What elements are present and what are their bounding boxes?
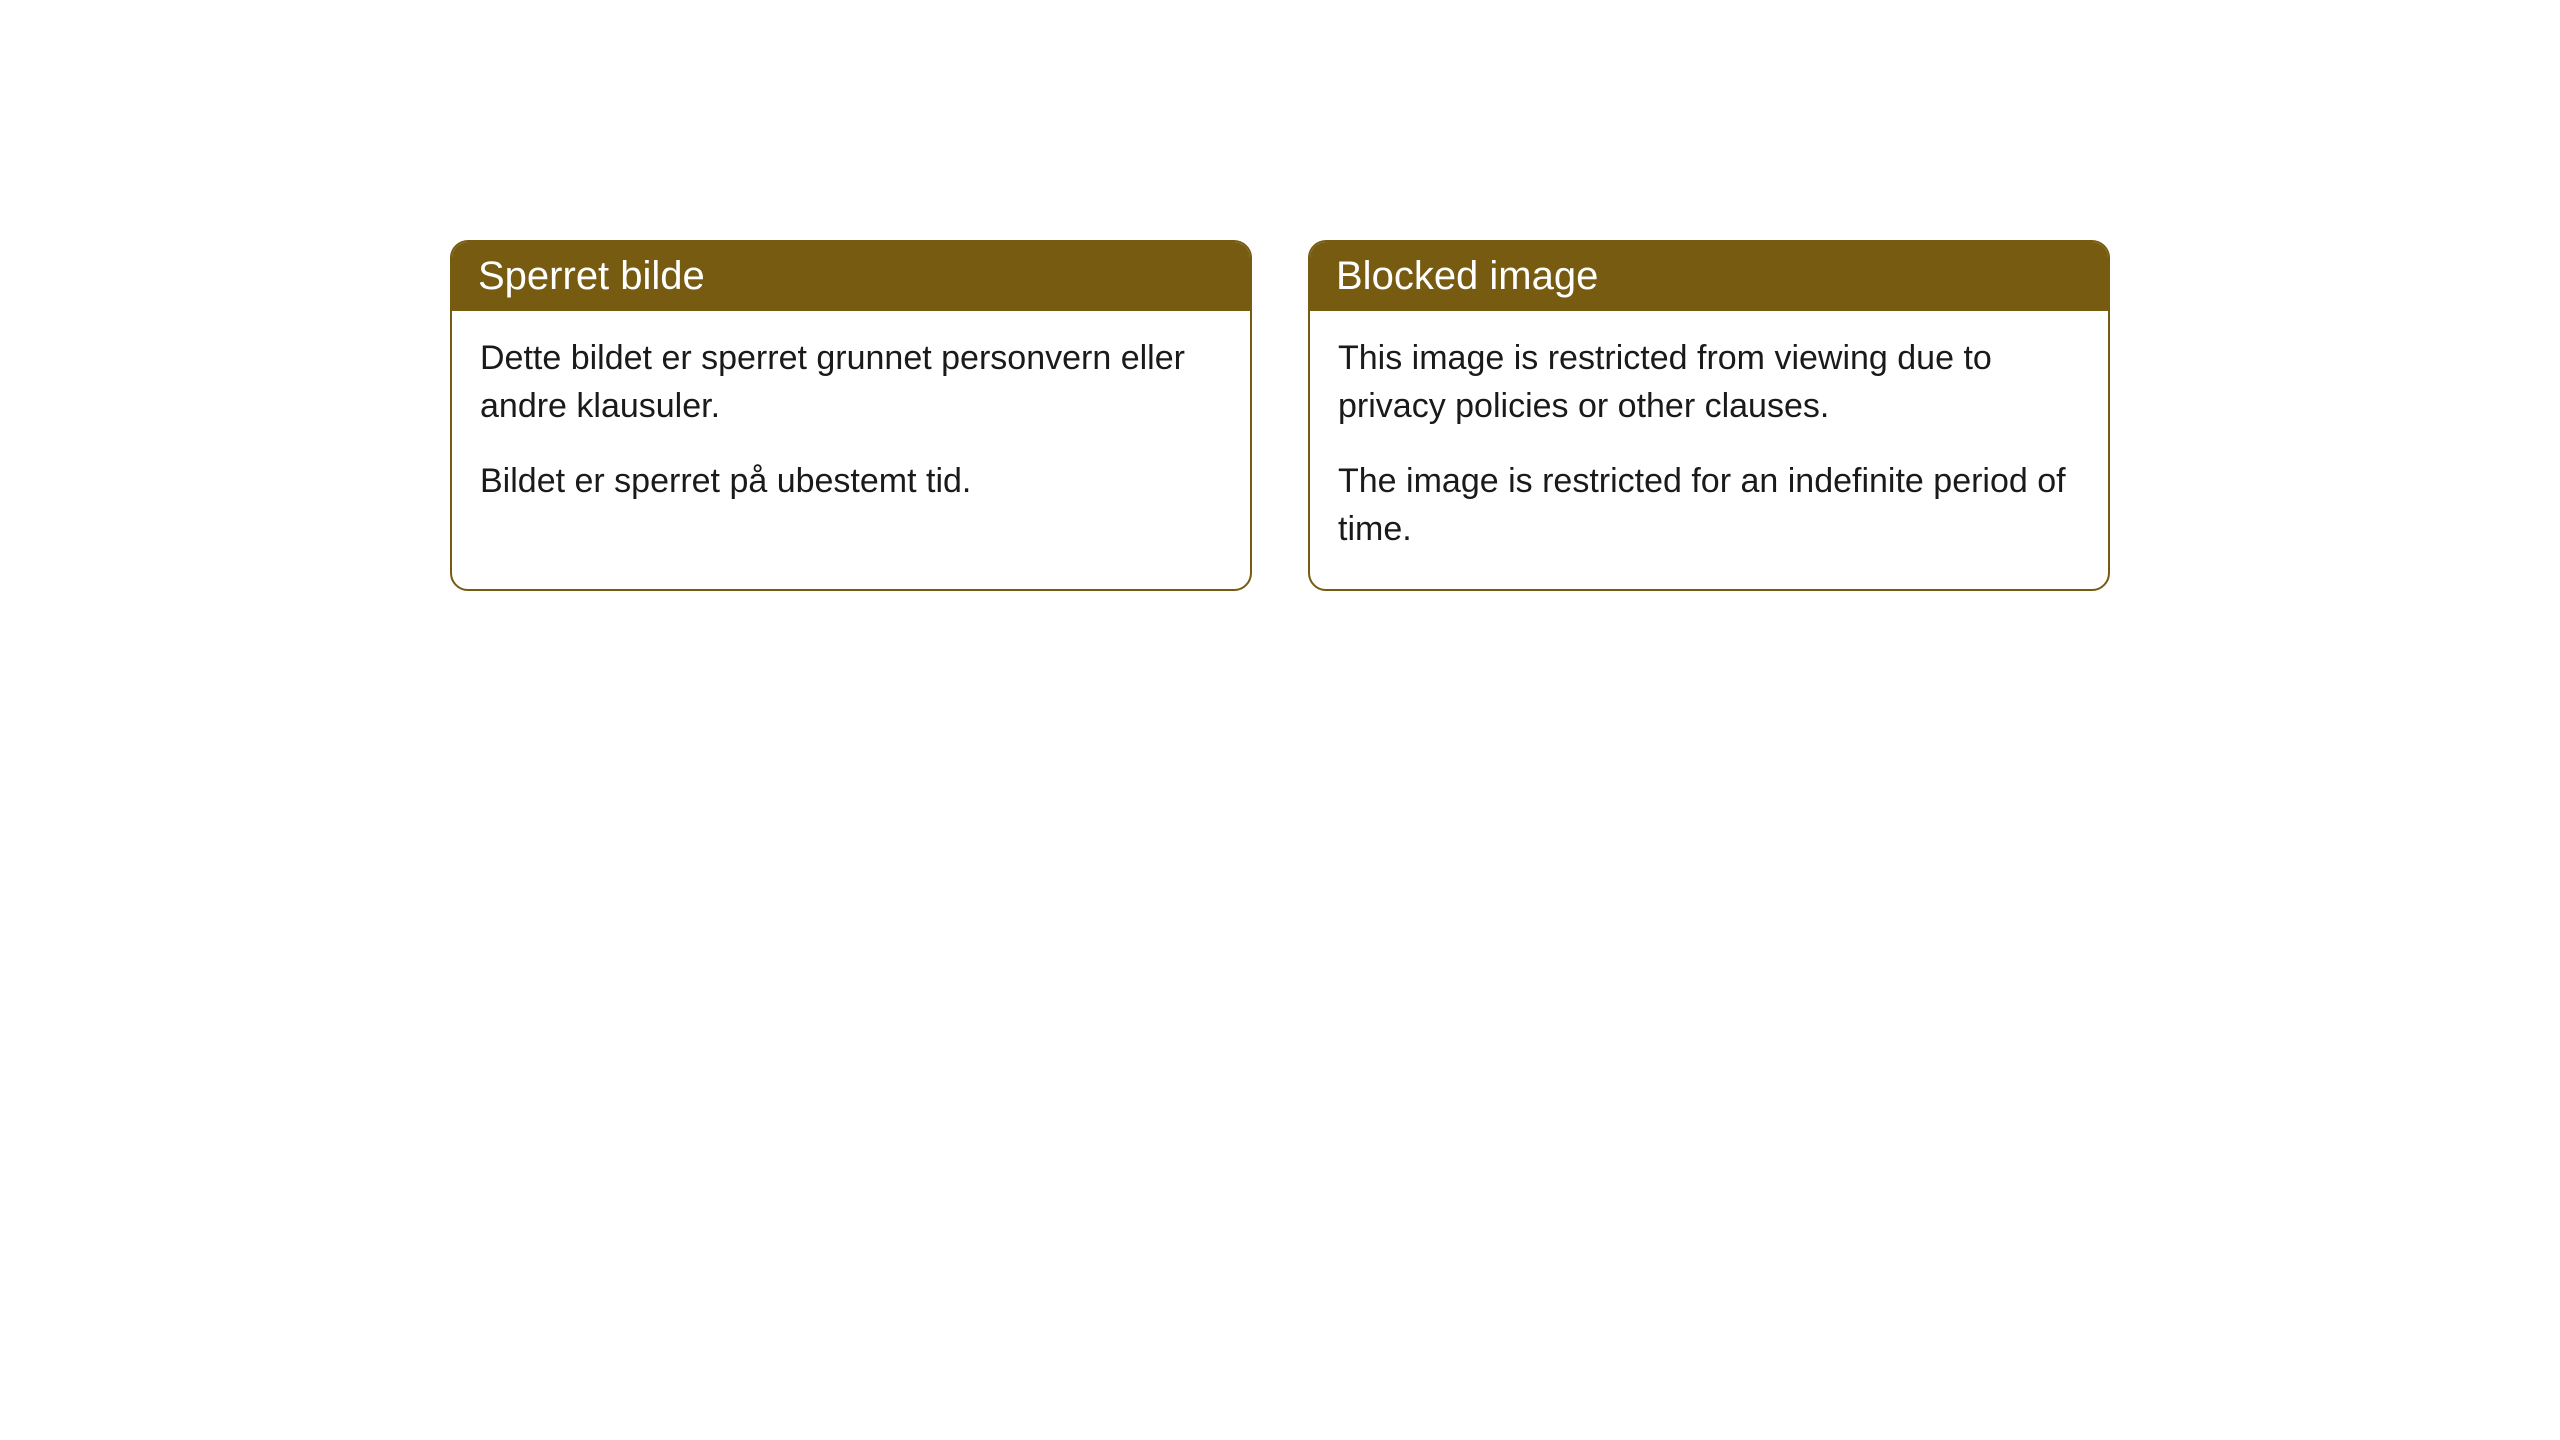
card-paragraph: Dette bildet er sperret grunnet personve…	[480, 335, 1222, 430]
notice-card-norwegian: Sperret bilde Dette bildet er sperret gr…	[450, 240, 1252, 591]
card-title: Sperret bilde	[478, 254, 705, 298]
card-paragraph: The image is restricted for an indefinit…	[1338, 458, 2080, 553]
card-title: Blocked image	[1336, 254, 1598, 298]
card-header: Sperret bilde	[452, 242, 1250, 311]
notice-cards-container: Sperret bilde Dette bildet er sperret gr…	[450, 240, 2110, 591]
card-body: Dette bildet er sperret grunnet personve…	[452, 311, 1250, 542]
card-paragraph: This image is restricted from viewing du…	[1338, 335, 2080, 430]
notice-card-english: Blocked image This image is restricted f…	[1308, 240, 2110, 591]
card-body: This image is restricted from viewing du…	[1310, 311, 2108, 589]
card-header: Blocked image	[1310, 242, 2108, 311]
card-paragraph: Bildet er sperret på ubestemt tid.	[480, 458, 1222, 506]
